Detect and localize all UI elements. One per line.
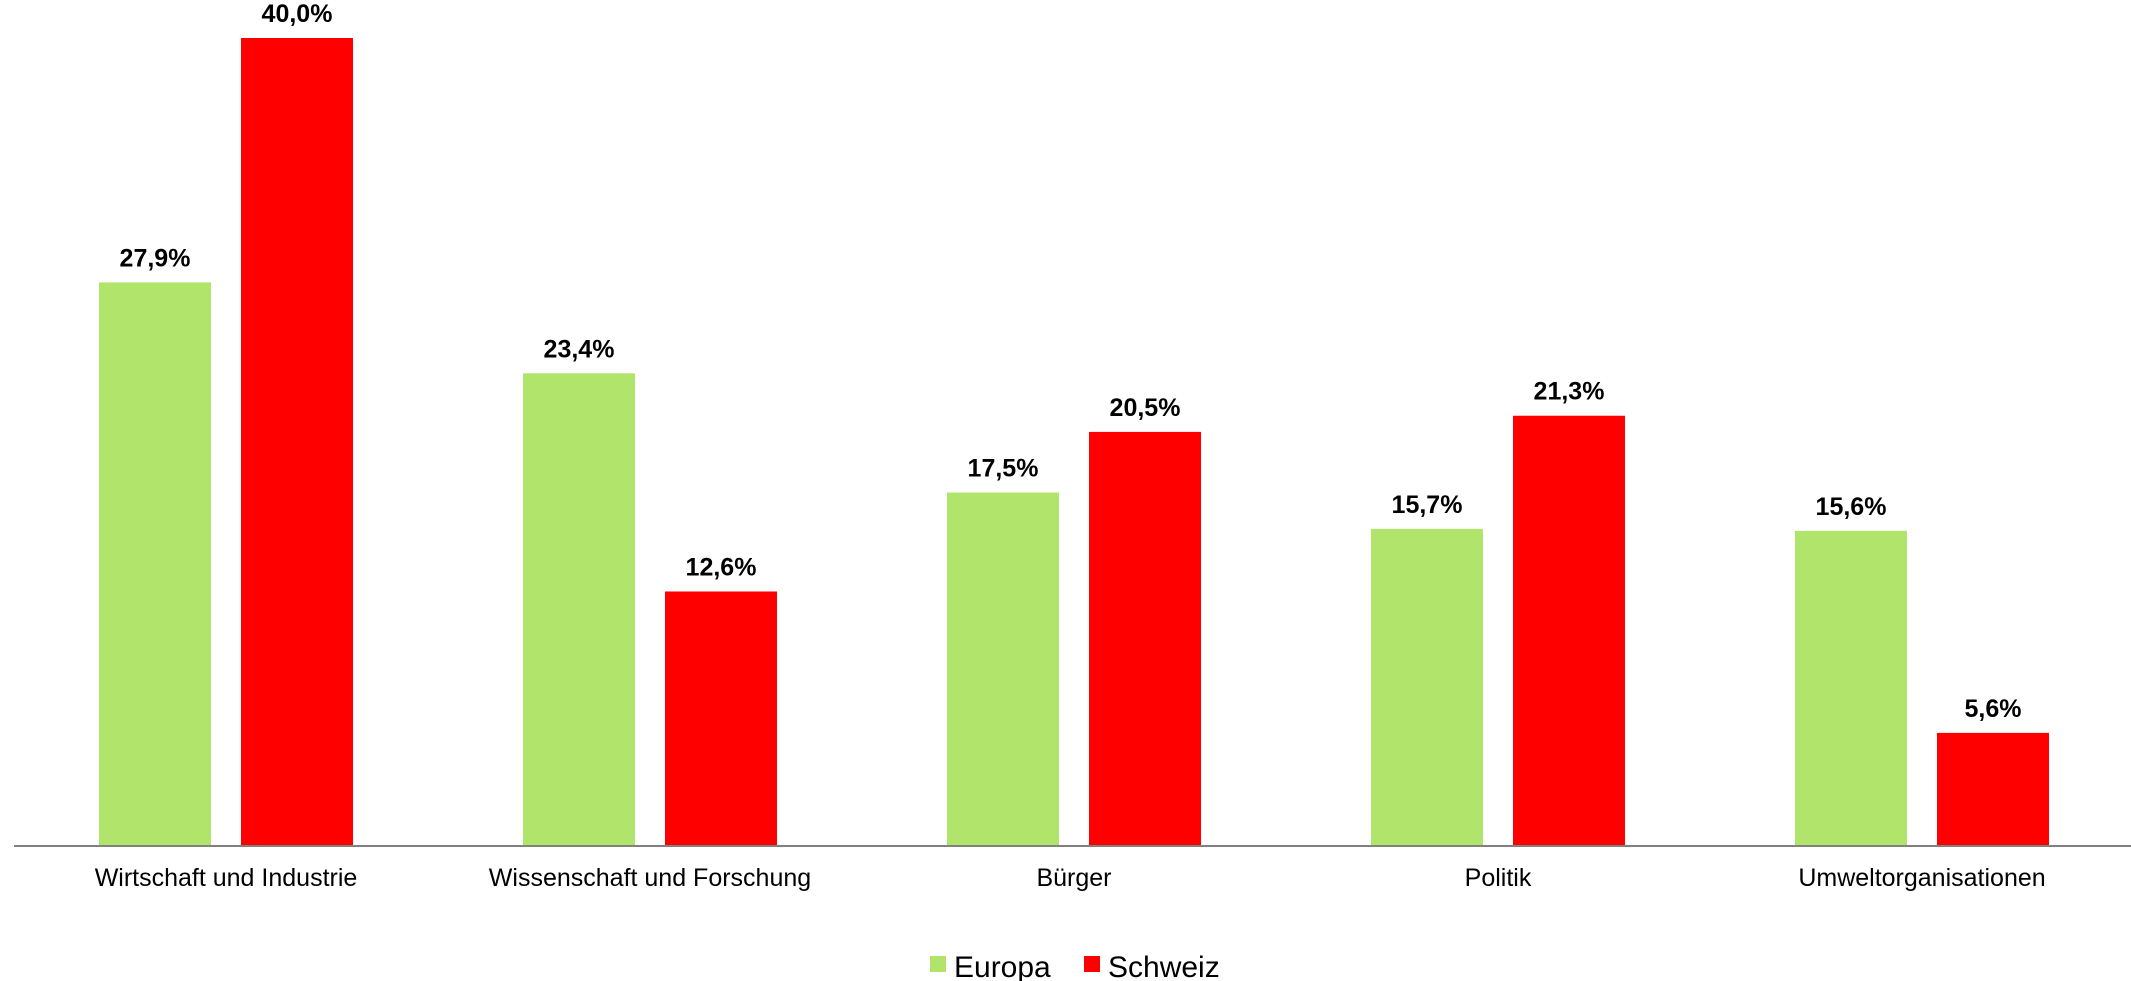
- category-label-wissenschaft-und-forschung: Wissenschaft und Forschung: [489, 864, 811, 892]
- value-label-schweiz-wissenschaft-und-forschung: 12,6%: [686, 553, 757, 581]
- category-label-buerger: Bürger: [1036, 864, 1111, 892]
- bar-schweiz-umweltorganisationen: [1937, 732, 2049, 846]
- legend-swatch-europa: [930, 956, 946, 972]
- legend: Europa Schweiz: [930, 951, 1220, 981]
- value-label-europa-wissenschaft-und-forschung: 23,4%: [544, 335, 615, 363]
- category-labels-layer: Wirtschaft und Industrie Wissenschaft und…: [95, 864, 2046, 892]
- category-label-umweltorganisationen: Umweltorganisationen: [1798, 864, 2045, 892]
- bar-schweiz-politik: [1513, 415, 1625, 846]
- bar-schweiz-wissenschaft-und-forschung: [665, 591, 777, 846]
- bar-schweiz-wirtschaft-und-industrie: [241, 38, 353, 846]
- value-label-schweiz-umweltorganisationen: 5,6%: [1965, 695, 2022, 723]
- value-label-schweiz-wirtschaft-und-industrie: 40,0%: [262, 0, 333, 28]
- value-label-europa-buerger: 17,5%: [968, 455, 1039, 483]
- value-labels-layer: 27,9% 40,0% 23,4% 12,6% 17,5% 20,5% 15,7% 21,3%…: [120, 0, 2022, 723]
- bar-europa-umweltorganisationen: [1795, 530, 1907, 846]
- bars-layer: [99, 38, 2049, 846]
- category-label-wirtschaft-und-industrie: Wirtschaft und Industrie: [95, 864, 358, 892]
- value-label-schweiz-politik: 21,3%: [1534, 378, 1605, 406]
- category-label-politik: Politik: [1465, 864, 1532, 892]
- legend-label-schweiz: Schweiz: [1108, 951, 1220, 981]
- legend-label-europa: Europa: [954, 951, 1051, 981]
- value-label-schweiz-buerger: 20,5%: [1110, 394, 1181, 422]
- bar-europa-wissenschaft-und-forschung: [523, 373, 635, 846]
- value-label-europa-politik: 15,7%: [1392, 491, 1463, 519]
- bar-europa-politik: [1371, 528, 1483, 846]
- value-label-europa-wirtschaft-und-industrie: 27,9%: [120, 244, 191, 272]
- bar-schweiz-buerger: [1089, 431, 1201, 846]
- bar-europa-wirtschaft-und-industrie: [99, 282, 211, 846]
- bar-europa-buerger: [947, 492, 1059, 846]
- legend-swatch-schweiz: [1084, 956, 1100, 972]
- value-label-europa-umweltorganisationen: 15,6%: [1816, 493, 1887, 521]
